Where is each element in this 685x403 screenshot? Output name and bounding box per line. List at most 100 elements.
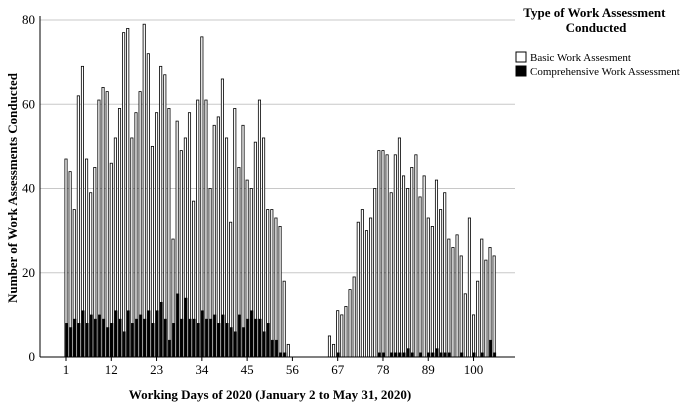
x-tick-label-56: 56 [286, 362, 300, 377]
bar-comprehensive-day-2 [69, 327, 73, 358]
bar-comprehensive-day-91 [435, 348, 439, 358]
bar-comprehensive-day-6 [85, 323, 89, 358]
bar-comprehensive-day-90 [431, 352, 435, 358]
bar-basic-day-102 [480, 238, 484, 358]
bar-basic-day-95 [451, 247, 455, 358]
bar-basic-day-72 [356, 221, 360, 358]
bar-comprehensive-day-54 [283, 352, 287, 358]
bar-comprehensive-day-85 [411, 352, 414, 358]
bar-comprehensive-day-5 [81, 310, 85, 358]
bar-basic-day-69 [344, 306, 348, 358]
bar-basic-day-80 [389, 192, 393, 358]
bar-comprehensive-day-8 [94, 318, 97, 358]
bar-comprehensive-day-21 [147, 310, 151, 358]
bar-comprehensive-day-30 [184, 297, 188, 358]
bar-basic-day-55 [286, 343, 290, 358]
bar-comprehensive-day-48 [258, 318, 262, 358]
bar-basic-day-79 [385, 154, 389, 358]
bar-basic-day-86 [414, 154, 418, 358]
bar-basic-day-42 [233, 108, 237, 358]
legend-label-basic: Basic Work Assesment [530, 52, 631, 64]
bar-basic-day-16 [126, 28, 130, 358]
bars [64, 23, 497, 358]
bar-comprehensive-day-44 [242, 327, 245, 358]
bar-comprehensive-day-83 [402, 352, 406, 358]
y-axis-title: Number of Work Assessments Conducted [5, 72, 20, 303]
bar-comprehensive-day-38 [217, 323, 221, 358]
bar-comprehensive-day-84 [406, 348, 410, 358]
bar-comprehensive-day-10 [102, 318, 106, 358]
bar-basic-day-91 [434, 179, 439, 358]
bar-comprehensive-day-104 [489, 339, 492, 358]
x-tick-label-67: 67 [331, 362, 345, 377]
bar-basic-day-10 [101, 87, 105, 358]
bar-comprehensive-day-15 [122, 331, 126, 358]
bar-comprehensive-day-4 [77, 323, 81, 358]
bar-basic-day-20 [142, 23, 146, 358]
bar-comprehensive-day-24 [159, 301, 163, 358]
bar-basic-day-98 [463, 293, 467, 358]
x-tick-label-89: 89 [422, 362, 435, 377]
bar-basic-day-35 [204, 99, 208, 358]
bar-comprehensive-day-36 [209, 318, 213, 358]
legend-swatch-comprehensive [515, 65, 527, 77]
bar-comprehensive-day-32 [192, 318, 196, 358]
legend: Type of Work Assessment Conducted Basic … [515, 5, 680, 78]
legend-label-comprehensive: Comprehensive Work Assessment [530, 66, 680, 78]
x-tick-label-45: 45 [241, 362, 254, 377]
bar-comprehensive-day-92 [439, 352, 443, 358]
bar-basic-day-88 [422, 175, 426, 358]
bar-basic-day-77 [377, 150, 381, 358]
bar-comprehensive-day-81 [394, 352, 398, 358]
bar-basic-day-34 [200, 36, 204, 358]
bar-basic-day-97 [459, 255, 463, 358]
bar-basic-day-94 [447, 238, 451, 358]
bar-comprehensive-day-50 [266, 323, 270, 358]
bar-comprehensive-day-80 [390, 352, 394, 358]
bar-basic-day-78 [381, 150, 385, 358]
bar-comprehensive-day-33 [196, 323, 200, 358]
bar-basic-day-68 [340, 314, 344, 358]
bar-basic-day-53 [278, 226, 282, 358]
bar-basic-day-103 [484, 259, 488, 358]
bar-basic-day-101 [476, 280, 480, 358]
bar-basic-day-81 [393, 154, 397, 358]
bar-basic-day-93 [443, 192, 447, 358]
y-tick-label-60: 60 [22, 96, 35, 111]
bar-comprehensive-day-22 [151, 323, 155, 358]
bar-basic-day-54 [282, 280, 286, 358]
bar-comprehensive-day-18 [135, 318, 138, 358]
bar-basic-day-15 [122, 32, 126, 358]
bar-comprehensive-day-9 [98, 314, 101, 358]
bar-comprehensive-day-40 [225, 323, 229, 358]
bar-basic-day-51 [270, 209, 274, 358]
bar-basic-day-65 [327, 335, 331, 358]
x-tick-labels: 1 12 23 34 45 56 67 78 89 100 [63, 362, 484, 377]
axes [39, 16, 515, 361]
bar-basic-day-52 [274, 217, 278, 358]
bar-comprehensive-day-45 [246, 318, 250, 358]
bar-comprehensive-day-53 [279, 352, 283, 358]
bar-basic-day-100 [472, 314, 476, 358]
bar-basic-day-26 [167, 108, 171, 358]
bar-comprehensive-day-51 [271, 339, 274, 358]
bar-basic-day-92 [439, 209, 443, 358]
bar-basic-day-73 [360, 209, 364, 358]
bar-basic-day-84 [406, 188, 410, 358]
bar-comprehensive-day-13 [114, 310, 118, 358]
bar-comprehensive-day-39 [221, 314, 225, 358]
y-tick-labels: 0 20 40 60 80 [22, 12, 35, 364]
bar-basic-day-90 [430, 226, 434, 358]
bar-comprehensive-day-19 [139, 314, 143, 358]
bar-comprehensive-day-20 [143, 318, 147, 358]
y-tick-label-40: 40 [22, 181, 35, 196]
bar-comprehensive-day-35 [205, 318, 208, 358]
bar-basic-day-48 [257, 99, 262, 358]
bar-comprehensive-day-1 [65, 323, 68, 358]
y-tick-label-0: 0 [29, 349, 36, 364]
bar-comprehensive-day-31 [188, 318, 192, 358]
x-tick-label-100: 100 [464, 362, 484, 377]
bar-basic-day-66 [332, 343, 336, 358]
legend-swatch-basic [515, 51, 527, 63]
